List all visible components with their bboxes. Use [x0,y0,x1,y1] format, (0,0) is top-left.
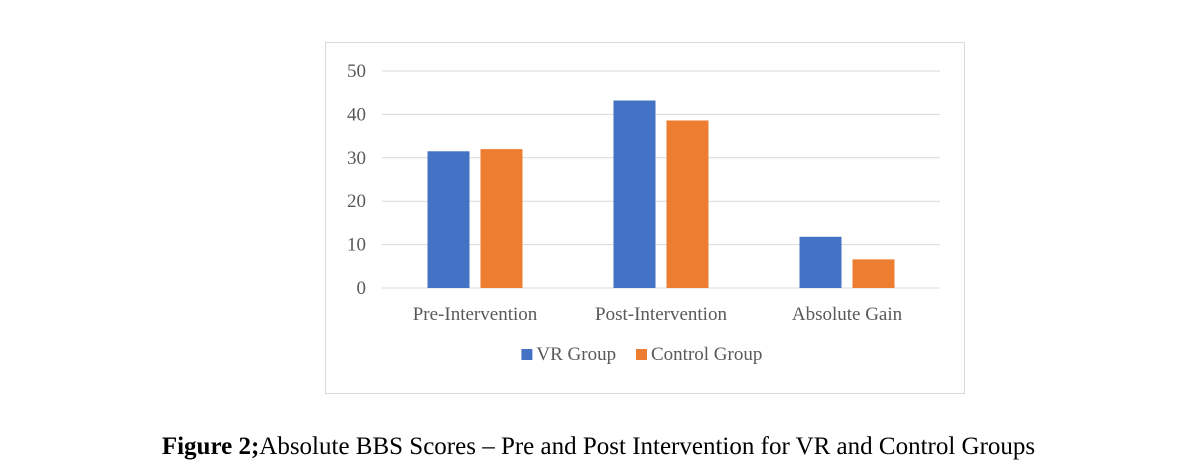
caption-text: Absolute BBS Scores – Pre and Post Inter… [259,433,1036,460]
figure-caption: Figure 2;Absolute BBS Scores – Pre and P… [0,433,1197,461]
y-tick-label-40: 40 [347,104,366,125]
legend-swatch-vr-group [521,349,533,360]
legend-swatch-control-group [636,349,647,360]
bar-chart: 0 10 20 30 40 50 Pre-Intervention Post-Interven… [347,61,940,365]
y-tick-label-50: 50 [347,61,366,82]
bar-vr-group-pre-intervention [427,151,470,288]
y-tick-label-30: 30 [347,148,366,169]
x-tick-label-post-intervention: Post-Intervention [595,304,727,325]
y-tick-label-10: 10 [347,235,366,256]
legend-label-vr-group: VR Group [536,344,616,365]
y-tick-label-0: 0 [357,278,367,299]
bar-control-group-pre-intervention [480,149,523,288]
bar-control-group-absolute-gain [852,259,895,288]
bar-vr-group-absolute-gain [799,236,842,288]
chart-frame: 0 10 20 30 40 50 Pre-Intervention Post-Interven… [325,42,965,394]
bar-vr-group-post-intervention [613,100,656,289]
legend-label-control-group: Control Group [651,344,762,365]
x-tick-label-absolute-gain: Absolute Gain [792,304,903,325]
x-tick-label-pre-intervention: Pre-Intervention [413,304,538,325]
caption-label: Figure 2; [161,433,260,460]
y-tick-label-20: 20 [347,191,366,212]
bar-control-group-post-intervention [666,120,709,288]
